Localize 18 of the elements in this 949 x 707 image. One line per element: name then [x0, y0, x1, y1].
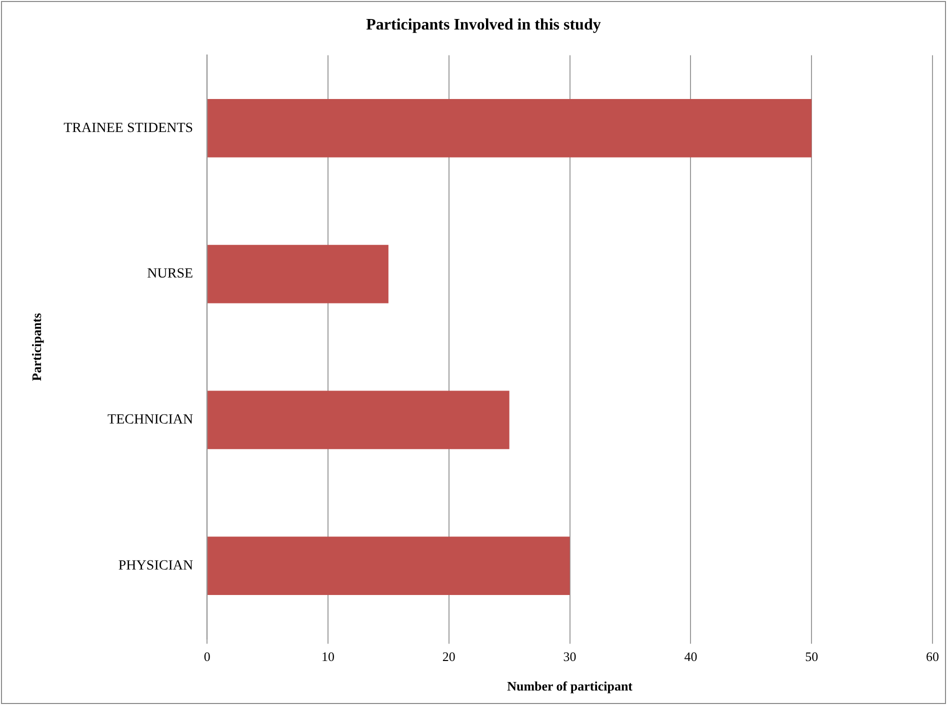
y-tick-label: TECHNICIAN: [108, 412, 194, 428]
chart-title: Participants Involved in this study: [366, 16, 601, 34]
bar: [208, 98, 812, 158]
bar: [208, 244, 388, 304]
y-axis-title: Participants: [29, 313, 44, 381]
x-axis-title: Number of participant: [507, 678, 634, 694]
y-tick-label: TRAINEE STIDENTS: [64, 120, 194, 136]
bar: [208, 390, 510, 450]
y-tick-label: NURSE: [147, 266, 194, 282]
x-tick-label: 30: [563, 649, 576, 664]
x-tick-label: 20: [442, 649, 456, 664]
x-tick-label: 60: [926, 649, 939, 664]
x-tick-label: 40: [684, 649, 698, 664]
bar: [208, 536, 570, 596]
y-tick-label: PHYSICIAN: [118, 558, 194, 574]
x-tick-label: 10: [321, 649, 334, 664]
x-tick-label: 0: [204, 649, 210, 664]
x-tick-label: 50: [805, 649, 818, 664]
